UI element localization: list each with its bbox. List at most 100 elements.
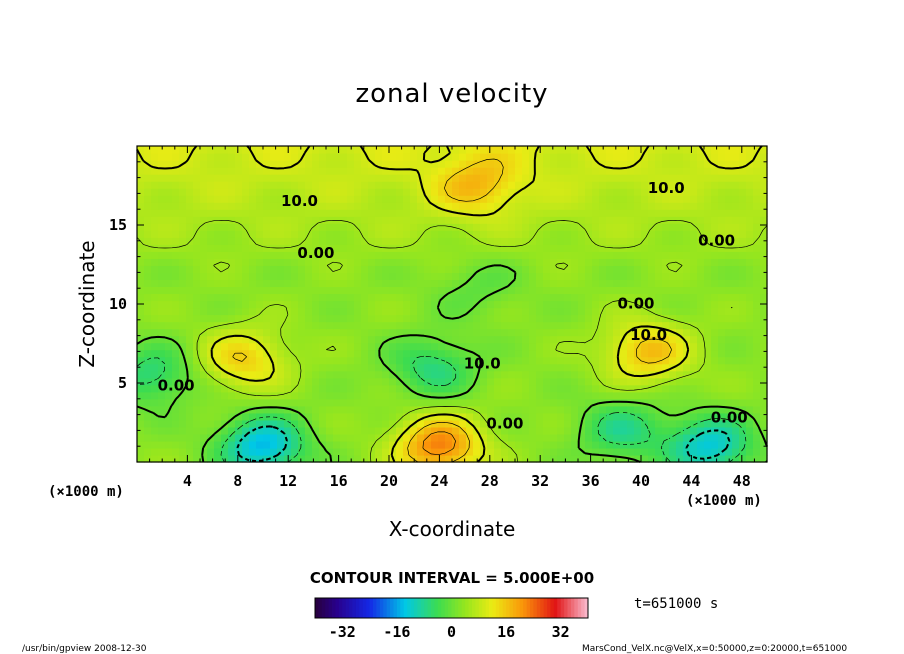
heat-cell bbox=[207, 377, 215, 386]
heat-cell bbox=[550, 384, 558, 393]
heat-cell bbox=[333, 286, 341, 295]
heat-cell bbox=[704, 307, 712, 316]
heat-cell bbox=[396, 349, 404, 358]
heat-cell bbox=[620, 419, 628, 428]
heat-cell bbox=[347, 419, 355, 428]
colorbar-swatch bbox=[396, 598, 401, 618]
heat-cell bbox=[550, 223, 558, 231]
heat-cell bbox=[459, 223, 467, 231]
heat-cell bbox=[711, 195, 719, 203]
heat-cell bbox=[676, 251, 684, 259]
heat-cell bbox=[578, 363, 586, 372]
heat-cell bbox=[634, 293, 642, 302]
heat-cell bbox=[242, 181, 250, 189]
heat-cell bbox=[571, 286, 579, 295]
colorbar-swatch bbox=[379, 598, 384, 618]
heat-cell bbox=[305, 356, 313, 365]
heat-cell bbox=[725, 251, 733, 259]
heat-cell bbox=[739, 237, 747, 245]
heat-cell bbox=[438, 265, 446, 273]
heat-cell bbox=[459, 300, 467, 309]
heat-cell bbox=[655, 202, 663, 210]
heat-cell bbox=[543, 300, 551, 309]
heat-cell bbox=[144, 251, 152, 259]
heat-cell bbox=[137, 167, 145, 175]
heat-cell bbox=[662, 181, 670, 189]
heat-cell bbox=[536, 447, 544, 456]
colorbar-swatch bbox=[482, 598, 487, 618]
heat-cell bbox=[613, 391, 621, 400]
heat-cell bbox=[711, 419, 719, 428]
heat-cell bbox=[718, 223, 726, 231]
heat-cell bbox=[361, 188, 369, 196]
heat-cell bbox=[305, 160, 313, 168]
heat-cell bbox=[158, 370, 166, 379]
heat-cell bbox=[403, 258, 411, 266]
heat-cell bbox=[193, 433, 201, 442]
heat-cell bbox=[655, 391, 663, 400]
heat-cell bbox=[277, 349, 285, 358]
heat-cell bbox=[522, 146, 530, 154]
heat-cell bbox=[242, 202, 250, 210]
heat-cell bbox=[571, 335, 579, 344]
heat-cell bbox=[186, 321, 194, 330]
heat-cell bbox=[711, 384, 719, 393]
heat-cell bbox=[263, 426, 271, 435]
heat-cell bbox=[263, 293, 271, 302]
heat-cell bbox=[655, 188, 663, 196]
heat-cell bbox=[508, 328, 516, 337]
heat-cell bbox=[235, 321, 243, 330]
heat-cell bbox=[158, 272, 166, 281]
heat-cell bbox=[410, 447, 418, 456]
heat-cell bbox=[648, 216, 656, 224]
heat-cell bbox=[627, 195, 635, 203]
heat-cell bbox=[543, 244, 551, 252]
heat-cell bbox=[690, 237, 698, 245]
heat-cell bbox=[137, 160, 145, 168]
heat-cell bbox=[662, 146, 670, 154]
heat-cell bbox=[690, 356, 698, 365]
heat-cell bbox=[739, 384, 747, 393]
heat-cell bbox=[347, 209, 355, 217]
heat-cell bbox=[333, 391, 341, 400]
heat-cell bbox=[256, 454, 264, 463]
heat-cell bbox=[557, 202, 565, 210]
heat-cell bbox=[501, 167, 509, 175]
heat-cell bbox=[732, 146, 740, 154]
heat-cell bbox=[627, 230, 635, 238]
heat-cell bbox=[340, 384, 348, 393]
heat-cell bbox=[403, 223, 411, 231]
heat-cell bbox=[179, 398, 187, 407]
heat-cell bbox=[361, 433, 369, 442]
heat-cell bbox=[165, 377, 173, 386]
heat-cell bbox=[200, 181, 208, 189]
heat-cell bbox=[179, 342, 187, 351]
heat-cell bbox=[725, 195, 733, 203]
heat-cell bbox=[347, 447, 355, 456]
heat-cell bbox=[473, 440, 481, 449]
heat-cell bbox=[704, 412, 712, 421]
heat-cell bbox=[613, 153, 621, 161]
heat-cell bbox=[571, 419, 579, 428]
heat-cell bbox=[431, 426, 439, 435]
heat-cell bbox=[557, 209, 565, 217]
heat-cell bbox=[438, 237, 446, 245]
contour-line-0 bbox=[136, 264, 768, 463]
heat-cell bbox=[711, 237, 719, 245]
heat-cell bbox=[613, 160, 621, 168]
heat-cell bbox=[424, 167, 432, 175]
heat-cell bbox=[396, 412, 404, 421]
heat-cell bbox=[655, 419, 663, 428]
heat-cell bbox=[746, 349, 754, 358]
heat-cell bbox=[697, 363, 705, 372]
heat-cell bbox=[438, 146, 446, 154]
heat-cell bbox=[648, 377, 656, 386]
heat-cell bbox=[697, 370, 705, 379]
heat-cell bbox=[144, 377, 152, 386]
heat-cell bbox=[711, 174, 719, 182]
heat-cell bbox=[662, 419, 670, 428]
heat-cell bbox=[438, 216, 446, 224]
heat-cell bbox=[438, 258, 446, 266]
colorbar-swatch bbox=[441, 598, 446, 618]
heat-cell bbox=[277, 433, 285, 442]
